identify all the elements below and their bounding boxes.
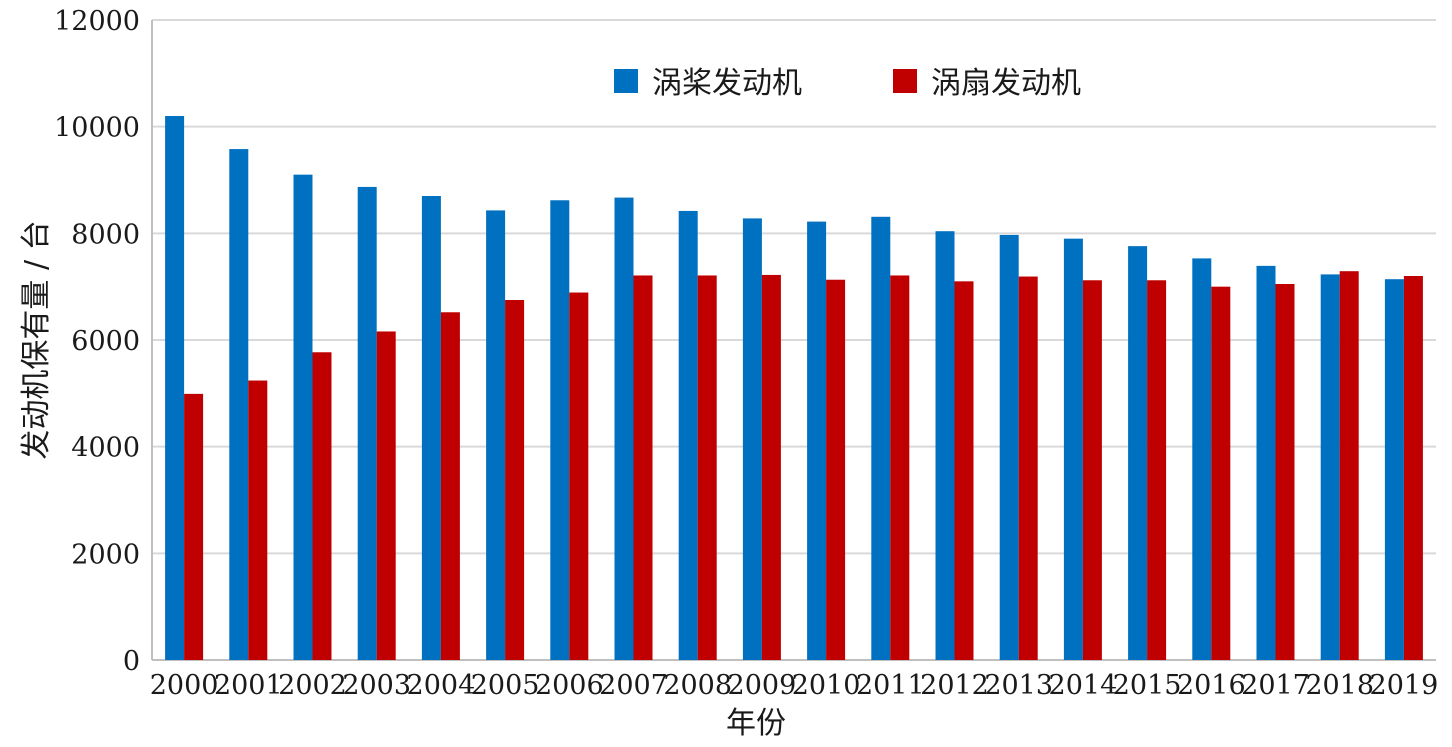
bar-turboprop-2012 (935, 231, 955, 660)
y-tick-label: 4000 (71, 433, 140, 464)
y-tick-label: 2000 (71, 539, 140, 570)
x-tick-label: 2010 (792, 670, 861, 701)
x-tick-label: 2014 (1049, 670, 1118, 701)
x-tick-label: 2018 (1305, 670, 1374, 701)
bar-turboprop-2014 (1063, 238, 1083, 660)
x-axis-title: 年份 (726, 706, 786, 741)
y-tick-label: 10000 (54, 113, 140, 144)
bar-turbofan-2001 (248, 380, 268, 660)
bar-turboprop-2017 (1256, 265, 1276, 660)
x-tick-label: 2004 (407, 670, 476, 701)
legend: 涡桨发动机 涡扇发动机 (614, 66, 1081, 101)
bar-turboprop-2006 (550, 200, 570, 660)
x-tick-label: 2015 (1113, 670, 1182, 701)
y-tick-labels: 0 2000 4000 6000 8000 10000 12000 (54, 6, 140, 677)
x-tick-label: 2003 (342, 670, 411, 701)
bars (165, 116, 1423, 661)
bar-turboprop-2010 (807, 221, 827, 660)
bar-turboprop-2016 (1192, 258, 1212, 660)
x-tick-label: 2001 (214, 670, 283, 701)
bar-turboprop-2018 (1320, 274, 1340, 660)
bar-turbofan-2005 (505, 300, 525, 660)
x-tick-label: 2019 (1370, 670, 1439, 701)
bar-turbofan-2014 (1082, 280, 1102, 660)
bar-turbofan-2007 (633, 275, 653, 660)
y-tick-label: 12000 (54, 6, 140, 37)
bar-turboprop-2004 (421, 196, 441, 660)
x-tick-label: 2011 (856, 670, 925, 701)
bar-turbofan-2018 (1339, 271, 1359, 660)
x-tick-label: 2009 (728, 670, 797, 701)
bar-turbofan-2015 (1147, 280, 1167, 660)
x-tick-label: 2008 (663, 670, 732, 701)
x-tick-label: 2017 (1241, 670, 1310, 701)
y-axis-title: 发动机保有量 / 台 (19, 220, 54, 459)
x-tick-label: 2002 (278, 670, 347, 701)
x-tick-label: 2012 (920, 670, 989, 701)
bar-turbofan-2008 (697, 275, 717, 660)
x-tick-label: 2013 (984, 670, 1053, 701)
x-tick-label: 2006 (535, 670, 604, 701)
x-tick-label: 2016 (1177, 670, 1246, 701)
bar-turbofan-2017 (1275, 284, 1295, 660)
bar-turbofan-2019 (1403, 276, 1423, 660)
bar-turbofan-2004 (440, 312, 460, 660)
bar-turboprop-2015 (1128, 246, 1148, 660)
x-tick-label: 2007 (599, 670, 668, 701)
x-tick-labels: 2000200120022003200420052006200720082009… (150, 670, 1439, 701)
bar-turbofan-2013 (1018, 276, 1038, 660)
bar-turboprop-2005 (486, 210, 506, 660)
y-tick-label: 6000 (71, 326, 140, 357)
y-tick-label: 8000 (71, 219, 140, 250)
bar-turboprop-2000 (165, 116, 185, 660)
bar-turbofan-2009 (761, 274, 781, 660)
bar-turboprop-2003 (357, 186, 377, 660)
bar-turboprop-2011 (871, 216, 891, 661)
legend-label-turbofan: 涡扇发动机 (931, 66, 1081, 101)
bar-turboprop-2002 (293, 174, 313, 660)
bar-turboprop-2019 (1384, 279, 1404, 660)
bar-turbofan-2011 (890, 275, 910, 660)
bar-turboprop-2013 (999, 234, 1019, 660)
y-tick-label: 0 (123, 646, 140, 677)
gridlines (151, 19, 1436, 661)
bar-turbofan-2006 (569, 292, 589, 660)
bar-turboprop-2009 (742, 218, 762, 660)
bar-turbofan-2000 (184, 393, 204, 660)
legend-swatch-turbofan (893, 69, 917, 93)
bar-turboprop-2007 (614, 197, 634, 660)
bar-turboprop-2008 (678, 210, 698, 660)
bar-turbofan-2012 (954, 281, 974, 660)
x-tick-label: 2005 (471, 670, 540, 701)
legend-label-turboprop: 涡桨发动机 (652, 66, 802, 101)
bar-turbofan-2016 (1211, 286, 1231, 660)
legend-swatch-turboprop (614, 69, 638, 93)
x-tick-label: 2000 (150, 670, 219, 701)
bar-turbofan-2002 (312, 352, 332, 660)
bar-turboprop-2001 (229, 149, 249, 661)
bar-turbofan-2003 (376, 331, 396, 660)
bar-turbofan-2010 (826, 279, 846, 660)
